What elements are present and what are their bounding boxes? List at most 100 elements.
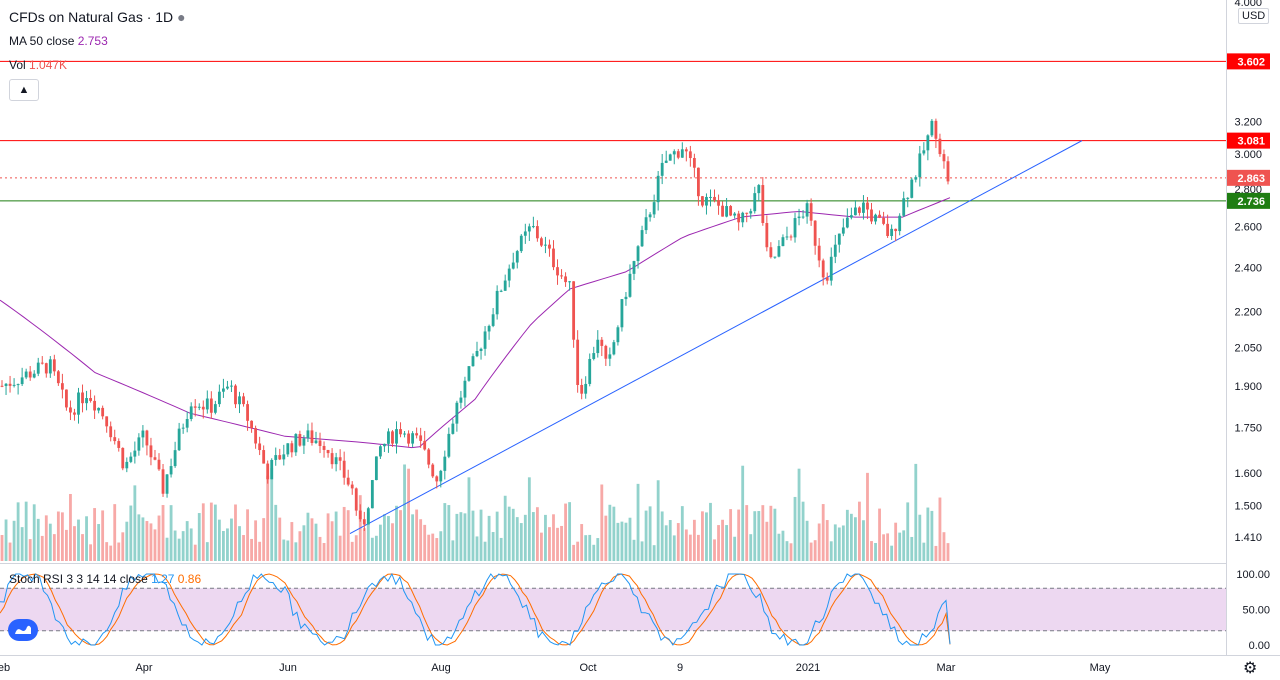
candle-body [0, 385, 4, 387]
price-badge [1227, 132, 1270, 149]
candle-body [894, 228, 898, 232]
candle-body [290, 443, 294, 453]
volume-bar [471, 510, 475, 561]
volume-bar [383, 514, 386, 561]
price-axis: 4.0003.2003.0002.8002.6002.4002.2002.050… [1234, 0, 1262, 544]
ma-legend[interactable]: MA 50 close 2.753 [9, 34, 108, 48]
volume-bar [185, 521, 189, 561]
volume-bar [878, 508, 881, 561]
volume-bar [636, 483, 640, 561]
volume-bar [713, 539, 716, 561]
candle-body [366, 508, 370, 525]
candle-body [515, 251, 519, 263]
symbol-legend[interactable]: CFDs on Natural Gas · 1D ● [9, 9, 186, 25]
candle-body [552, 248, 555, 268]
volume-bar [77, 519, 80, 561]
candle-body [640, 230, 644, 247]
candle-body [684, 149, 688, 152]
volume-bar [753, 511, 757, 561]
volume-bar [487, 515, 491, 561]
candle-body [28, 371, 32, 378]
volume-bar [89, 544, 92, 561]
volume-bar [411, 514, 415, 561]
candle-body [4, 383, 8, 386]
volume-bar [24, 501, 28, 561]
volume-bar [427, 534, 431, 561]
price-tick-label: 1.750 [1234, 423, 1262, 435]
volume-bar [906, 502, 910, 561]
volume-bar [467, 477, 471, 561]
volume-bar [217, 519, 221, 561]
time-tick-label: 2021 [796, 662, 820, 674]
candle-body [576, 339, 580, 385]
volume-bar [165, 537, 169, 561]
volume-bar [789, 543, 793, 561]
volume-bar [12, 520, 16, 561]
vol-legend[interactable]: Vol 1.047K [9, 58, 67, 72]
trendline [349, 140, 1083, 534]
gear-icon[interactable]: ⚙ [1243, 660, 1258, 677]
tradingview-logo-icon[interactable] [8, 619, 38, 641]
collapse-button[interactable]: ▲ [9, 79, 39, 101]
volume-bar [169, 505, 173, 561]
symbol-title[interactable]: CFDs on Natural Gas · 1D [9, 9, 174, 25]
candle-body [69, 407, 72, 413]
price-badge-label: 2.736 [1237, 196, 1265, 208]
volume-bar [684, 529, 688, 561]
stoch-legend[interactable]: Stoch RSI 3 3 14 14 close 1.27 0.86 [9, 572, 201, 586]
candle-body [48, 359, 52, 374]
candle-body [858, 207, 861, 213]
candle-body [463, 380, 467, 398]
volume-bar [395, 505, 398, 561]
volume-bar [306, 512, 310, 561]
volume-bar [338, 535, 342, 561]
price-badge [1227, 169, 1270, 186]
volume-bar [660, 511, 664, 561]
volume-bar [705, 512, 708, 561]
candle-body [105, 416, 109, 427]
volume-bar [672, 535, 676, 561]
candle-body [274, 455, 278, 460]
volume-bar [769, 505, 773, 561]
candle-body [270, 459, 274, 480]
time-tick-label: 9 [677, 662, 683, 674]
candle-body [717, 200, 720, 206]
volume-bar [886, 533, 890, 561]
volume-bar [535, 507, 539, 561]
volume-bar [781, 530, 785, 561]
volume-bar [862, 520, 865, 561]
volume-bar [157, 515, 161, 561]
candle-body [471, 356, 475, 367]
candle-body [77, 392, 80, 415]
volume-bar [745, 505, 749, 561]
candle-body [230, 385, 233, 387]
candle-body [672, 151, 676, 155]
volume-bar [499, 537, 503, 561]
candle-body [165, 474, 169, 494]
currency-badge[interactable]: USD [1238, 8, 1270, 24]
candle-body [407, 433, 410, 444]
candle-body [318, 440, 322, 446]
volume-bar [370, 537, 374, 561]
candle-body [841, 227, 845, 234]
volume-bar [910, 536, 914, 561]
candle-body [362, 519, 366, 525]
candle-body [435, 476, 439, 482]
candle-body [197, 406, 201, 408]
volume-bar [600, 484, 604, 561]
chevron-up-icon: ▲ [18, 84, 30, 96]
candle-body [777, 246, 781, 257]
candle-body [499, 290, 503, 292]
volume-bar [250, 538, 253, 561]
candle-body [785, 236, 789, 238]
candle-body [556, 267, 559, 276]
volume-bar [65, 529, 68, 561]
volume-bar [737, 509, 741, 561]
stoch-k-line [0, 572, 951, 646]
candle-body [350, 484, 354, 489]
volume-bar [692, 519, 696, 561]
volume-bar [926, 507, 930, 561]
candle-body [234, 385, 237, 405]
volume-bar [890, 545, 894, 561]
